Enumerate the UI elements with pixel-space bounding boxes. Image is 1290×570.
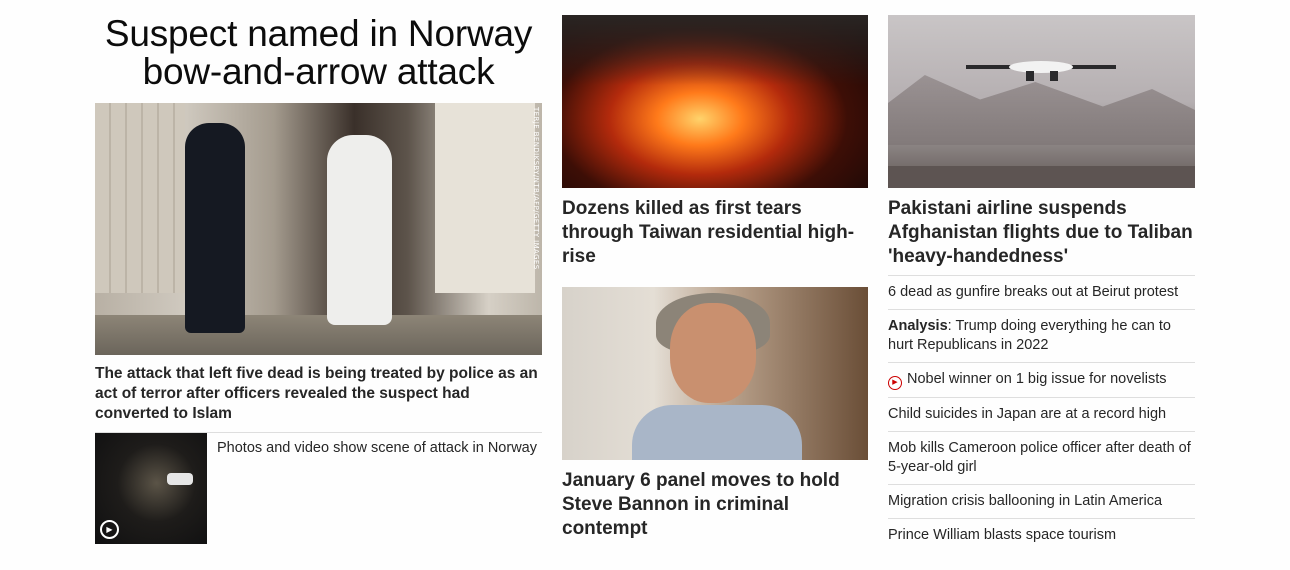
list-item-text: Child suicides in Japan are at a record … [888,405,1167,422]
taiwan-fire-headline[interactable]: Dozens killed as first tears through Tai… [562,198,855,267]
list-item-text: : Trump doing everything he can to hurt … [888,318,1171,353]
face-shape [670,303,756,403]
taiwan-fire-image[interactable] [562,15,868,188]
secondary-stories-column: Dozens killed as first tears through Tai… [562,15,868,541]
lead-story-caption[interactable]: The attack that left five dead is being … [95,365,538,422]
runway [888,166,1195,188]
third-stories-column: Pakistani airline suspends Afghanistan f… [888,15,1195,552]
list-item[interactable]: Analysis: Trump doing everything he can … [888,309,1195,362]
bannon-image[interactable] [562,287,868,460]
list-item-text: Migration crisis ballooning in Latin Ame… [888,492,1163,509]
forensic-officer-figure [327,135,392,325]
airplane-icon [966,61,1116,81]
door-frame [435,103,535,293]
list-item-text: Prince William blasts space tourism [888,526,1117,543]
list-item[interactable]: Child suicides in Japan are at a record … [888,396,1195,431]
photo-credit: TERJE BENDIKSBY/NTB/AFP/GETTY IMAGES [532,107,540,270]
divider [95,432,542,433]
lead-headline[interactable]: Suspect named in Norway bow-and-arrow at… [104,13,533,92]
list-item[interactable]: Prince William blasts space tourism [888,517,1195,552]
related-video-title[interactable]: Photos and video show scene of attack in… [217,440,537,456]
list-item[interactable]: Mob kills Cameroon police officer after … [888,430,1195,484]
list-item-text: 6 dead as gunfire breaks out at Beirut p… [888,284,1179,300]
list-item-text: Nobel winner on 1 big issue for novelist… [907,371,1167,387]
ground [95,315,542,355]
pakistani-airline-headline[interactable]: Pakistani airline suspends Afghanistan f… [888,198,1193,267]
play-icon: ▶ [888,375,902,390]
airliner-image[interactable] [888,15,1195,188]
list-item[interactable]: 6 dead as gunfire breaks out at Beirut p… [888,275,1195,309]
list-item[interactable]: Migration crisis ballooning in Latin Ame… [888,483,1195,518]
lead-story-image[interactable]: TERJE BENDIKSBY/NTB/AFP/GETTY IMAGES [95,103,542,355]
list-item-text: Mob kills Cameroon police officer after … [888,439,1191,475]
list-item[interactable]: ▶ Nobel winner on 1 big issue for novelis… [888,362,1195,397]
police-officer-figure [185,123,245,333]
play-icon: ▶ [100,520,119,539]
wall-siding [95,103,185,293]
analysis-label: Analysis [888,318,948,334]
related-video-thumbnail[interactable]: ▶ [95,433,207,544]
smoke [562,15,868,85]
bannon-headline[interactable]: January 6 panel moves to hold Steve Bann… [562,470,840,539]
car-shape [167,473,193,485]
headline-list: 6 dead as gunfire breaks out at Beirut p… [888,275,1195,552]
shirt-shape [632,405,802,460]
related-video-item[interactable]: ▶ Photos and video show scene of attack … [95,433,542,544]
lead-story-column: Suspect named in Norway bow-and-arrow at… [95,15,542,544]
